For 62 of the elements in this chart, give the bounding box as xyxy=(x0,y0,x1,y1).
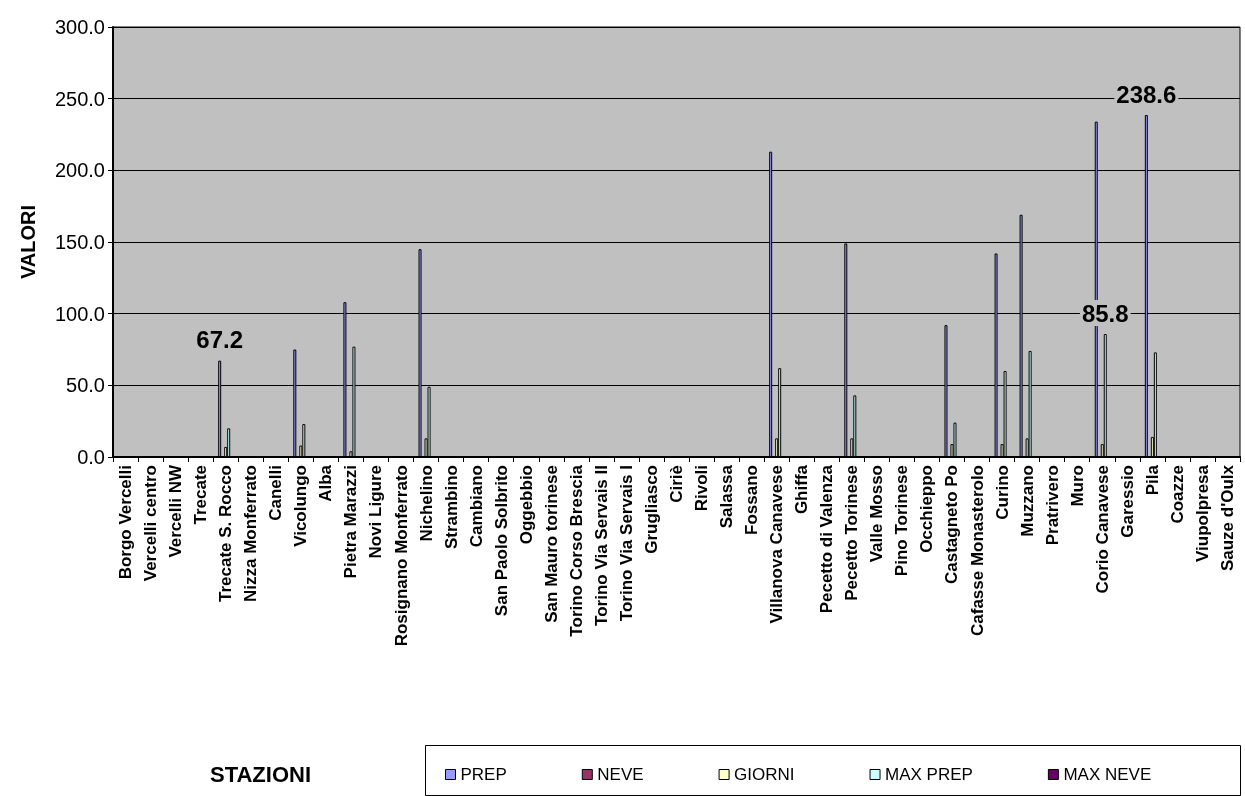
x-tick-label: Cafasse Monasterolo xyxy=(967,465,987,636)
x-tick-label: San Paolo Solbrito xyxy=(491,465,511,617)
x-tick-label: Pecetto di Valenza xyxy=(817,464,837,614)
x-tick-label: Viupolpresa xyxy=(1192,464,1212,562)
x-tick-label: Strambino xyxy=(441,465,461,550)
y-axis-title: VALORI xyxy=(17,204,39,280)
x-tick-label: Pecetto Torinese xyxy=(842,465,862,601)
x-tick-label: San Mauro torinese xyxy=(541,465,561,623)
x-tick-label: Rosignano Monferrato xyxy=(391,465,411,647)
y-tick-label: 150.0 xyxy=(54,231,105,253)
legend-label: PREP xyxy=(460,765,507,784)
legend-label: GIORNI xyxy=(734,765,795,784)
text: STAZIONI xyxy=(210,761,312,787)
x-tick-label: Vercelli NW xyxy=(166,464,186,558)
x-tick-label: Fossano xyxy=(742,465,762,535)
x-tick-label: Ghiffa xyxy=(792,464,812,515)
data-label: 67.2 xyxy=(196,326,244,354)
x-tick-label: Alba xyxy=(316,464,336,502)
data-label: 238.6 xyxy=(1116,80,1177,108)
x-tick-label: Coazze xyxy=(1167,465,1187,524)
x-tick-label: Pino Torinese xyxy=(892,465,912,577)
x-tick-label: Villanova Canavese xyxy=(767,465,787,624)
x-tick-label: Torino Via Servais I xyxy=(616,465,636,622)
x-tick-label: Trecate S. Rocco xyxy=(216,465,236,603)
y-tick-label: 100.0 xyxy=(54,302,105,325)
legend-label: MAX PREP xyxy=(885,765,973,784)
y-tick-label: 50.0 xyxy=(66,374,105,397)
x-tick-label: Rivoli xyxy=(692,465,712,512)
x-tick-label: Novi Ligure xyxy=(366,465,386,559)
y-tick-label: 300.0 xyxy=(54,16,105,38)
x-tick-label: Vercelli centro xyxy=(141,465,161,582)
x-tick-label: Sauze d'Oulx xyxy=(1217,464,1237,572)
x-tick-label: Borgo Vercelli xyxy=(116,465,136,580)
x-tick-label: Valle Mosso xyxy=(867,465,887,563)
legend-label: NEVE xyxy=(597,765,644,784)
x-tick-label: Pietra Marazzi xyxy=(341,465,361,579)
x-tick-label: Ciriè xyxy=(667,465,686,503)
y-tick-label: 200.0 xyxy=(54,159,105,182)
x-tick-label: Pratrivero xyxy=(1042,465,1062,546)
x-tick-label: Canelli xyxy=(266,465,286,521)
x-tick-label: Muzzano xyxy=(1017,465,1037,537)
x-tick-label: Curino xyxy=(992,465,1012,520)
data-label: 85.8 xyxy=(1081,299,1129,327)
x-tick-label: Nizza Monferrato xyxy=(241,465,261,602)
x-tick-label: Salassa xyxy=(717,464,737,529)
x-tick-label: Nichelino xyxy=(416,465,436,542)
legend-label: MAX NEVE xyxy=(1063,765,1152,784)
x-tick-label: Garessio xyxy=(1117,465,1137,538)
x-tick-label: Cambiano xyxy=(466,465,486,548)
x-tick-label: Vicolungo xyxy=(291,465,311,547)
x-tick-label: Castagneto Po xyxy=(942,465,962,585)
x-tick-label: Pila xyxy=(1142,464,1162,496)
x-tick-label: Trecate xyxy=(191,465,211,525)
x-tick-label: Corio Canavese xyxy=(1092,465,1112,594)
x-tick-label: Oggebbio xyxy=(516,465,536,545)
x-tick-label: Grugliasco xyxy=(641,465,661,554)
x-tick-label: Muro xyxy=(1067,465,1087,507)
x-tick-label: Occhieppo xyxy=(917,465,937,553)
x-tick-label: Torino Via Servais II xyxy=(591,465,611,626)
y-tick-label: 250.0 xyxy=(54,87,105,110)
y-tick-label: 0.0 xyxy=(77,446,105,468)
x-tick-label: Torino Corso Brescia xyxy=(566,464,586,637)
